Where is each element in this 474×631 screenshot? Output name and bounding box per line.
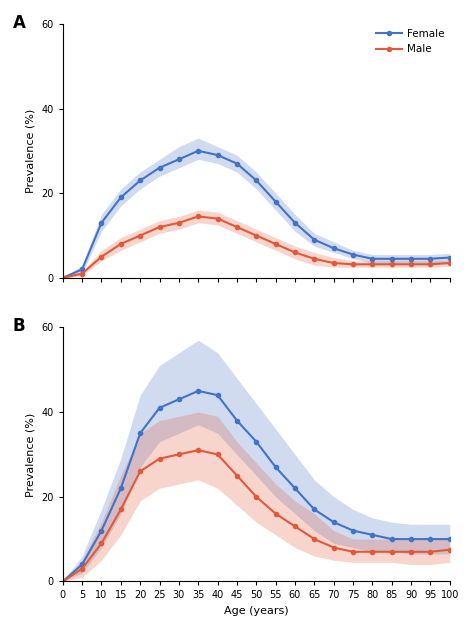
Text: B: B — [12, 317, 25, 335]
X-axis label: Age (years): Age (years) — [224, 606, 289, 616]
Y-axis label: Prevalence (%): Prevalence (%) — [26, 412, 36, 497]
Legend: Female, Male: Female, Male — [376, 29, 445, 54]
Y-axis label: Prevalence (%): Prevalence (%) — [26, 109, 36, 193]
Text: A: A — [12, 14, 25, 32]
